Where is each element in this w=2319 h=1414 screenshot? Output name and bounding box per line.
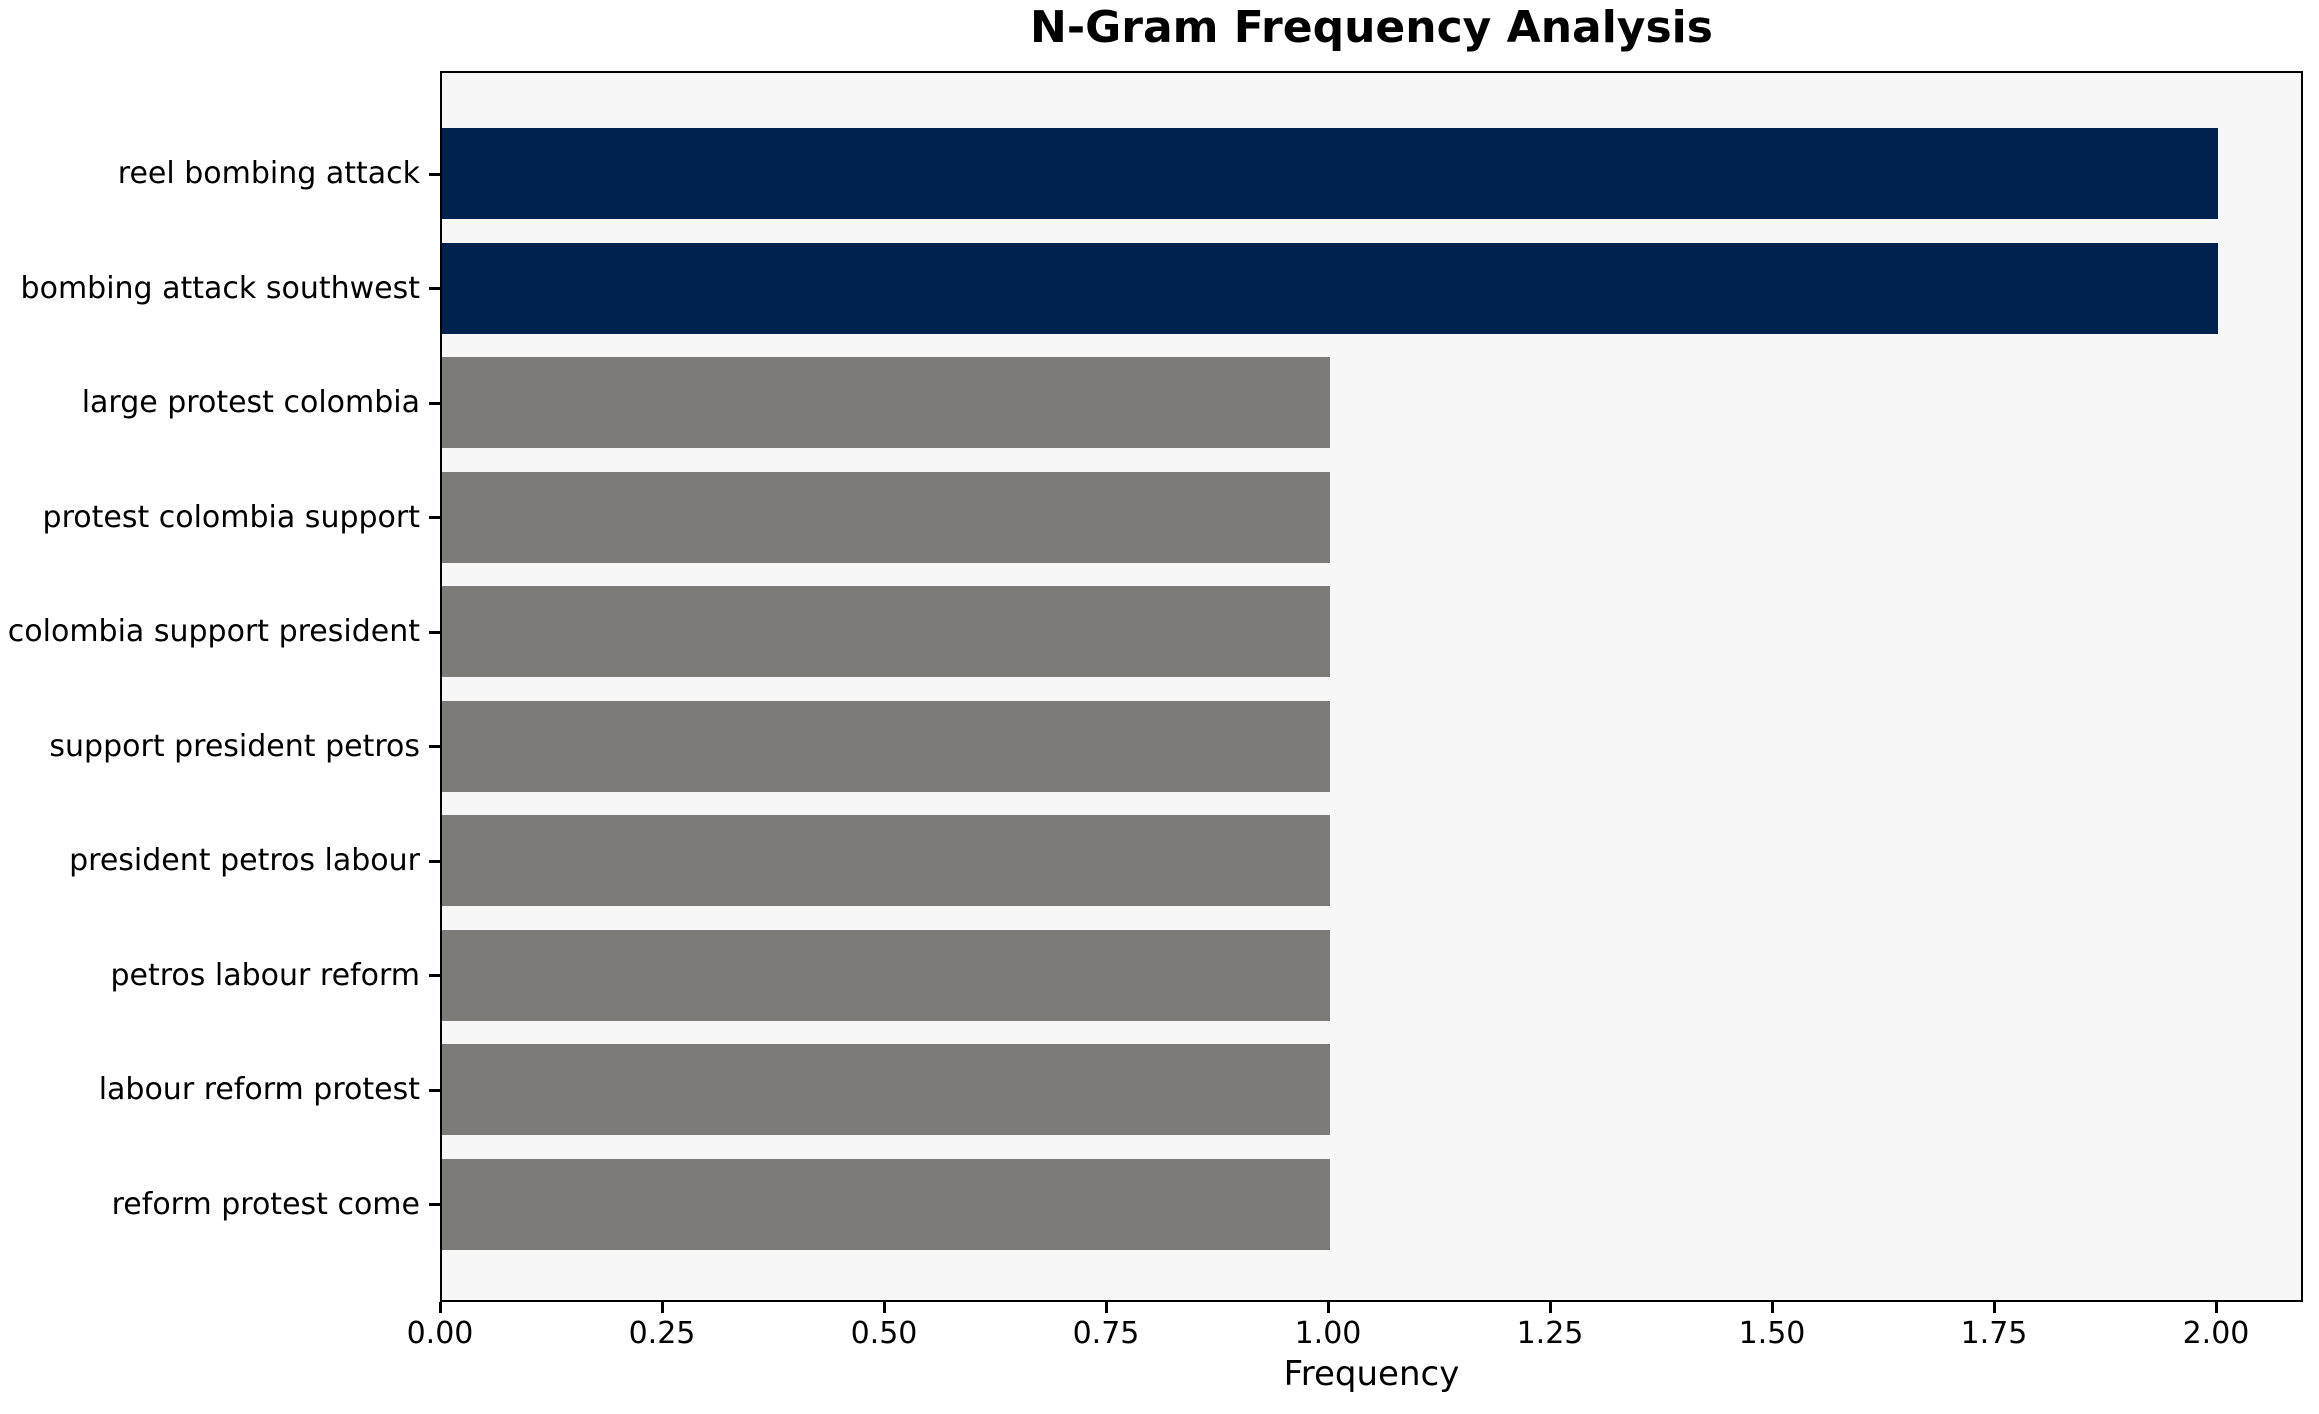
x-tick-mark — [660, 1302, 664, 1313]
chart-title: N-Gram Frequency Analysis — [1030, 2, 1713, 53]
y-tick-label: president petros labour — [69, 843, 420, 878]
y-tick-label: bombing attack southwest — [20, 270, 420, 306]
x-tick-mark — [1104, 1302, 1108, 1313]
y-tick-mark — [429, 172, 440, 176]
x-tick-label: 0.75 — [1072, 1316, 1140, 1351]
y-tick-label: colombia support president — [7, 614, 420, 649]
bar — [442, 1158, 1330, 1250]
bar — [442, 700, 1330, 792]
y-tick-label: support president petros — [49, 728, 420, 764]
x-tick-mark — [1992, 1302, 1996, 1313]
y-tick-mark — [429, 745, 440, 748]
bar — [442, 128, 2218, 219]
bar — [442, 815, 1330, 906]
y-tick-mark — [429, 630, 440, 634]
plot-area — [440, 71, 2303, 1302]
bar — [442, 586, 1330, 677]
x-tick-mark — [1770, 1302, 1774, 1313]
y-tick-label: protest colombia support — [42, 499, 420, 535]
bar — [442, 242, 2218, 334]
x-tick-label: 1.00 — [1294, 1316, 1362, 1351]
y-tick-mark — [429, 401, 440, 405]
x-tick-mark — [1548, 1302, 1552, 1313]
x-tick-mark — [438, 1302, 442, 1313]
x-tick-label: 0.00 — [406, 1316, 474, 1351]
bar — [442, 1044, 1330, 1135]
x-tick-label: 1.50 — [1738, 1316, 1806, 1351]
x-tick-label: 1.25 — [1516, 1316, 1584, 1351]
y-tick-label: large protest colombia — [81, 385, 420, 420]
y-tick-mark — [429, 859, 440, 863]
y-tick-mark — [429, 1088, 440, 1092]
y-tick-mark — [429, 287, 440, 290]
y-tick-mark — [429, 516, 440, 519]
x-tick-mark — [2214, 1302, 2218, 1313]
y-tick-label: petros labour reform — [110, 957, 420, 993]
y-tick-mark — [429, 1203, 440, 1206]
bar — [442, 929, 1330, 1021]
x-tick-label: 0.25 — [628, 1316, 696, 1351]
x-tick-mark — [1326, 1302, 1330, 1313]
y-tick-label: reform protest come — [111, 1186, 420, 1222]
x-tick-label: 2.00 — [2182, 1316, 2250, 1351]
y-tick-mark — [429, 974, 440, 977]
x-axis-label: Frequency — [1283, 1354, 1460, 1394]
x-tick-label: 0.50 — [850, 1316, 918, 1351]
bar — [442, 471, 1330, 563]
x-tick-mark — [882, 1302, 886, 1313]
y-tick-label: reel bombing attack — [117, 156, 420, 191]
x-tick-label: 1.75 — [1960, 1316, 2028, 1351]
y-tick-label: labour reform protest — [98, 1072, 420, 1107]
bar — [442, 357, 1330, 448]
